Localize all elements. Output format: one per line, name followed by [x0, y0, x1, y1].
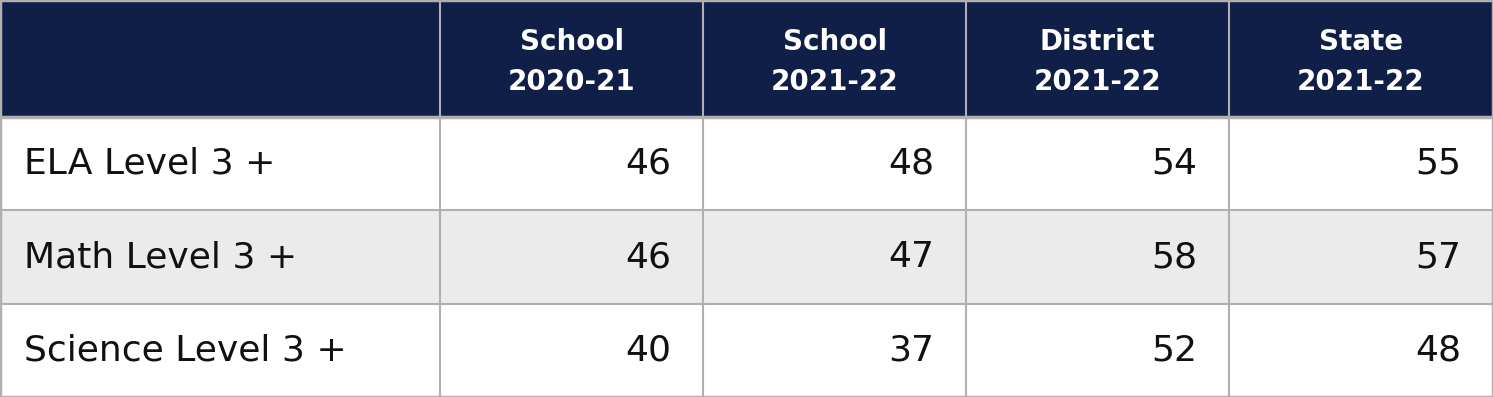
- Text: ELA Level 3 +: ELA Level 3 +: [24, 147, 276, 181]
- Bar: [0, 0, 440, 117]
- Bar: [966, 0, 1229, 117]
- Text: 2021-22: 2021-22: [1033, 68, 1162, 96]
- Text: 37: 37: [888, 333, 935, 367]
- Bar: [440, 117, 703, 210]
- Text: District: District: [1039, 28, 1156, 56]
- Bar: [966, 117, 1229, 210]
- Text: 46: 46: [626, 240, 672, 274]
- Bar: [703, 304, 966, 397]
- Text: State: State: [1318, 28, 1403, 56]
- Bar: [966, 304, 1229, 397]
- Text: 48: 48: [888, 147, 935, 181]
- Bar: [0, 210, 440, 304]
- Bar: [966, 210, 1229, 304]
- Bar: [703, 117, 966, 210]
- Text: 48: 48: [1415, 333, 1462, 367]
- Text: School: School: [782, 28, 887, 56]
- Text: 40: 40: [626, 333, 672, 367]
- Text: 55: 55: [1415, 147, 1462, 181]
- Bar: [0, 304, 440, 397]
- Bar: [1229, 0, 1493, 117]
- Bar: [703, 210, 966, 304]
- Text: School: School: [520, 28, 624, 56]
- Bar: [440, 210, 703, 304]
- Text: 2021-22: 2021-22: [1297, 68, 1424, 96]
- Bar: [1229, 304, 1493, 397]
- Bar: [440, 304, 703, 397]
- Text: 47: 47: [888, 240, 935, 274]
- Text: 57: 57: [1415, 240, 1462, 274]
- Bar: [0, 117, 440, 210]
- Text: 2021-22: 2021-22: [770, 68, 899, 96]
- Bar: [1229, 117, 1493, 210]
- Bar: [703, 0, 966, 117]
- Text: Science Level 3 +: Science Level 3 +: [24, 333, 346, 367]
- Text: 58: 58: [1151, 240, 1197, 274]
- Text: 54: 54: [1151, 147, 1197, 181]
- Bar: [440, 0, 703, 117]
- Text: 46: 46: [626, 147, 672, 181]
- Text: 2020-21: 2020-21: [508, 68, 636, 96]
- Bar: [1229, 210, 1493, 304]
- Text: 52: 52: [1151, 333, 1197, 367]
- Text: Math Level 3 +: Math Level 3 +: [24, 240, 297, 274]
